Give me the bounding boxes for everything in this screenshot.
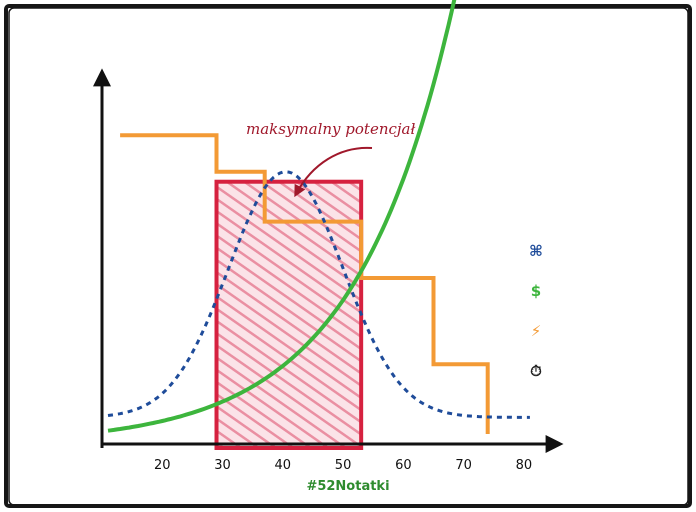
x-tick-label: 20 [154, 458, 171, 473]
legend-icon: $ [531, 282, 541, 300]
x-ticks: 20 30 40 50 60 70 80 [154, 458, 532, 473]
legend: ⌘ $ ⚡ ⏱ [529, 242, 543, 380]
x-tick-label: 40 [275, 458, 292, 473]
legend-icon: ⏱ [530, 362, 542, 380]
frame-border-inner [8, 7, 689, 506]
annotation-arrow [294, 146, 373, 198]
hashtag-label: #52Notatki [306, 479, 389, 494]
legend-icon: ⌘ [529, 242, 543, 260]
series-growth-curve [107, 0, 457, 433]
x-tick-label: 50 [335, 458, 352, 473]
legend-icon: ⚡ [531, 322, 542, 340]
x-tick-label: 60 [395, 458, 412, 473]
series-step-line [120, 133, 490, 434]
series-bell-curve [107, 170, 530, 419]
highlight-region [214, 179, 364, 450]
x-tick-label: 30 [214, 458, 231, 473]
annotation-label: maksymalny potencjał [246, 120, 415, 138]
highlight-rect [214, 179, 364, 450]
x-tick-label: 70 [455, 458, 472, 473]
x-tick-label: 80 [516, 458, 533, 473]
series-layer [107, 0, 530, 434]
